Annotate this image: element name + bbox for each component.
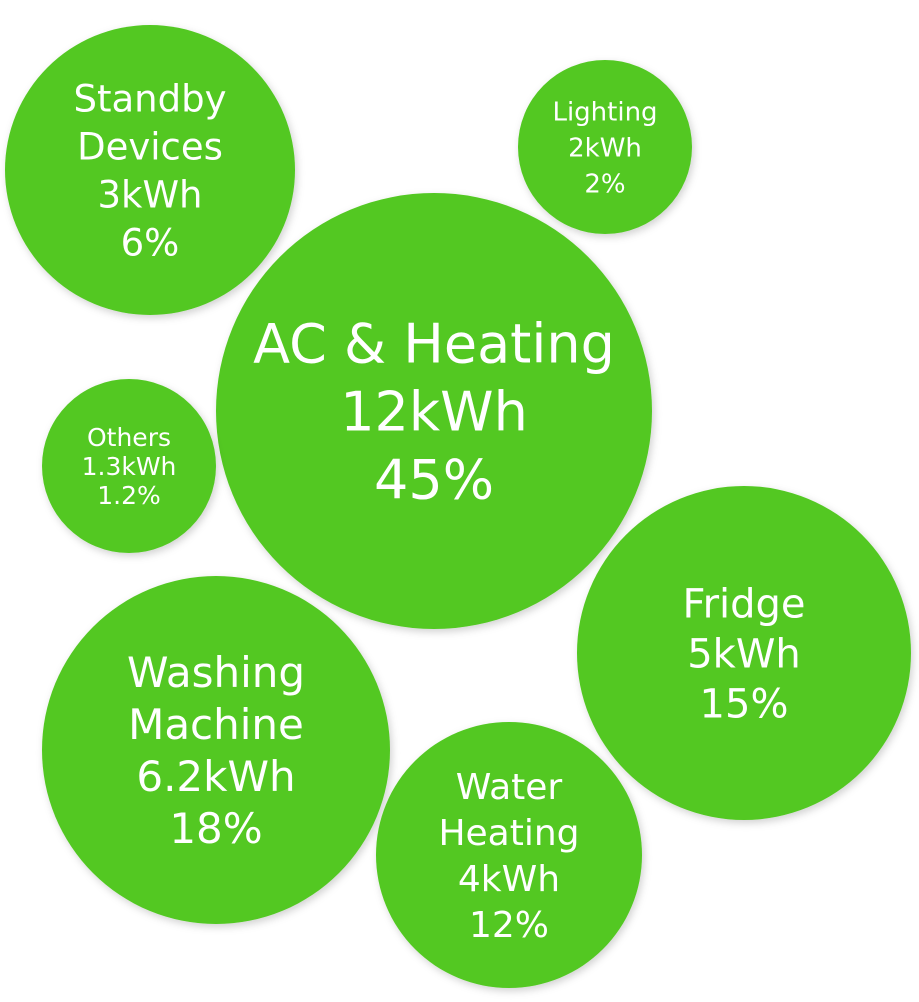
bubble-fridge-percent: 15%: [700, 681, 789, 727]
bubble-standby-devices-name-2: Devices: [77, 125, 223, 168]
bubble-fridge-circle: [577, 486, 911, 820]
bubble-standby-devices-circle: [5, 25, 295, 315]
bubble-fridge-value: 5kWh: [687, 631, 801, 677]
bubble-others-name-1: Others: [87, 423, 171, 452]
bubble-lighting: Lighting 2kWh 2%: [518, 60, 692, 234]
bubble-washing-machine-value: 6.2kWh: [136, 752, 295, 801]
bubble-washing-machine-name-2: Machine: [128, 700, 304, 749]
bubble-fridge-name-1: Fridge: [682, 581, 805, 627]
bubble-others-value: 1.3kWh: [82, 452, 177, 481]
bubble-water-heating-value: 4kWh: [458, 859, 560, 900]
bubble-standby-devices-percent: 6%: [121, 221, 180, 264]
bubble-ac-heating-percent: 45%: [374, 448, 494, 511]
bubble-washing-machine-name-1: Washing: [127, 648, 305, 697]
bubble-water-heating-name-1: Water: [456, 767, 563, 808]
bubble-ac-heating-name-1: AC & Heating: [253, 312, 615, 375]
bubble-lighting-value: 2kWh: [568, 133, 642, 163]
bubble-lighting-percent: 2%: [584, 169, 625, 199]
bubble-water-heating-name-2: Heating: [438, 813, 579, 854]
bubble-others-percent: 1.2%: [97, 481, 161, 510]
bubble-water-heating-circle: [376, 722, 642, 988]
bubble-standby-devices: Standby Devices 3kWh 6%: [5, 25, 295, 315]
bubble-water-heating: Water Heating 4kWh 12%: [376, 722, 642, 988]
bubble-washing-machine-circle: [42, 576, 390, 924]
bubble-lighting-circle: [518, 60, 692, 234]
bubble-ac-heating-value: 12kWh: [340, 380, 528, 443]
bubble-standby-devices-name-1: Standby: [74, 77, 227, 120]
bubble-others-circle: [42, 379, 216, 553]
bubble-washing-machine-percent: 18%: [169, 804, 262, 853]
bubble-standby-devices-value: 3kWh: [97, 173, 202, 216]
bubble-water-heating-percent: 12%: [469, 905, 549, 946]
bubble-ac-heating-circle: [216, 193, 652, 629]
bubble-lighting-name-1: Lighting: [552, 97, 657, 127]
